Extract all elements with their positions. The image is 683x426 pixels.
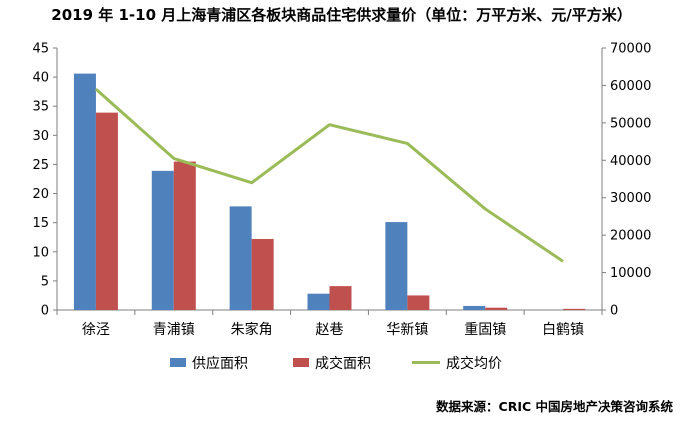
left-tick-label: 5	[41, 274, 49, 289]
left-tick-label: 20	[32, 187, 49, 202]
right-tick-label: 60000	[610, 79, 651, 94]
left-tick-label: 10	[32, 245, 49, 260]
right-tick-label: 40000	[610, 154, 651, 169]
bar-supply-1	[151, 170, 174, 310]
bar-deal-6	[563, 308, 586, 310]
left-tick-label: 35	[32, 100, 49, 115]
left-tick-label: 25	[32, 158, 49, 173]
category-label: 华新镇	[386, 322, 428, 338]
right-tick-label: 20000	[610, 229, 651, 244]
right-tick-label: 0	[610, 304, 618, 319]
left-tick-label: 30	[32, 129, 49, 144]
category-label: 白鹤镇	[542, 322, 584, 338]
right-tick-label: 70000	[610, 42, 651, 57]
data-source-note: 数据来源：CRIC 中国房地产决策咨询系统	[436, 399, 673, 414]
price-line	[94, 88, 564, 263]
bar-supply-3	[307, 293, 330, 310]
category-label: 青浦镇	[153, 322, 195, 338]
left-tick-label: 0	[41, 304, 49, 319]
bar-supply-4	[385, 222, 408, 310]
left-tick-label: 15	[32, 216, 49, 231]
chart-title: 2019 年 1-10 月上海青浦区各板块商品住宅供求量价（单位：万平方米、元/…	[51, 6, 632, 24]
legend-label-0: 供应面积	[192, 355, 248, 372]
bar-deal-4	[407, 295, 430, 310]
bar-supply-2	[229, 206, 252, 310]
bar-deal-5	[485, 307, 508, 310]
left-tick-label: 45	[32, 42, 49, 57]
right-tick-label: 50000	[610, 116, 651, 131]
left-tick-label: 40	[32, 71, 49, 86]
category-label: 朱家角	[231, 321, 273, 338]
right-tick-label: 10000	[610, 266, 651, 281]
bar-deal-3	[329, 286, 352, 310]
bar-supply-0	[73, 73, 96, 311]
legend-label-2: 成交均价	[446, 355, 502, 372]
bar-deal-2	[251, 238, 274, 310]
category-label: 徐泾	[82, 322, 110, 338]
bar-deal-1	[173, 161, 196, 310]
bar-deal-0	[95, 112, 118, 310]
legend-swatch-0	[170, 358, 186, 367]
legend-label-1: 成交面积	[315, 355, 371, 372]
legend-swatch-1	[293, 358, 309, 367]
category-label: 赵巷	[316, 322, 344, 338]
right-tick-label: 30000	[610, 191, 651, 206]
category-label: 重固镇	[464, 322, 506, 338]
bar-supply-5	[463, 305, 486, 310]
